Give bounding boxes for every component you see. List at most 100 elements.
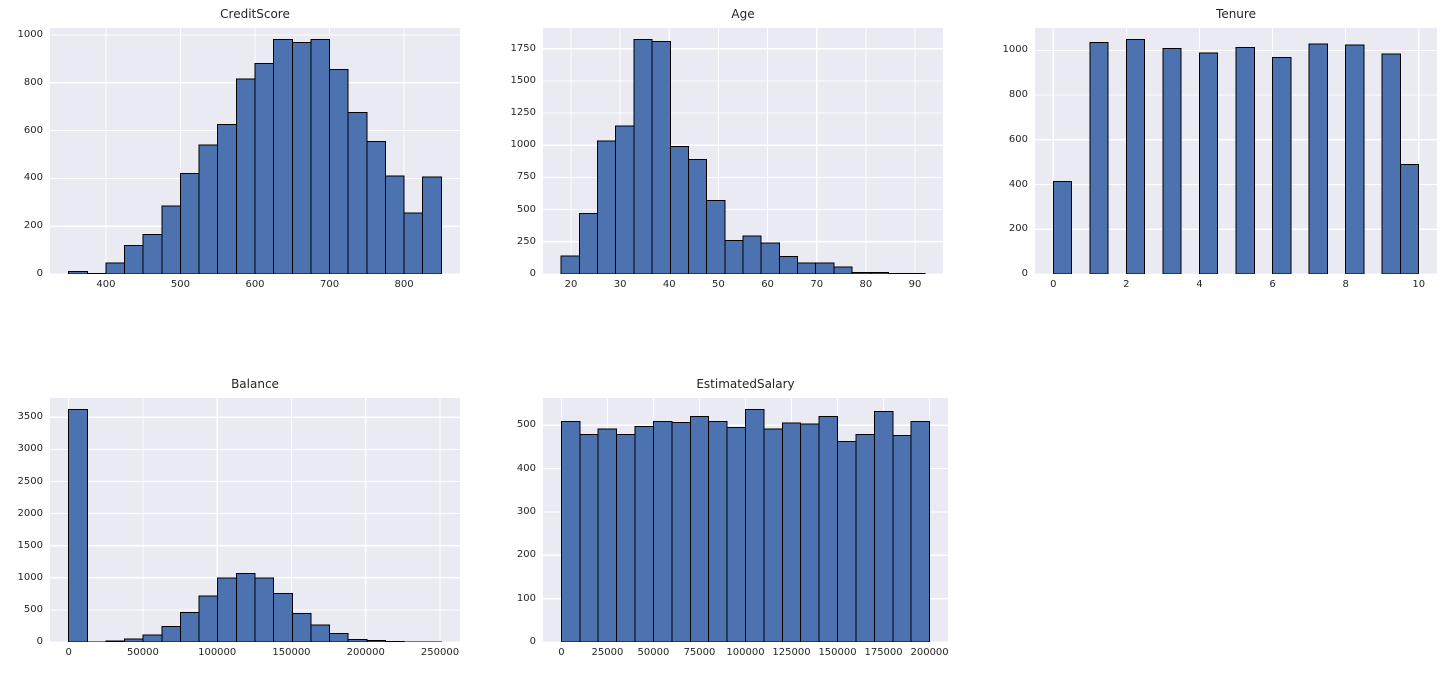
x-tick-label: 50 — [712, 279, 725, 290]
histogram-bar — [687, 158, 708, 274]
x-tick-label: 4 — [1196, 279, 1203, 290]
histogram-bar — [1399, 163, 1420, 274]
x-tick-label: 200000 — [910, 647, 949, 658]
x-tick-label: 250000 — [420, 647, 460, 658]
y-tick-label: 300 — [516, 505, 536, 517]
x-tick-label: 60 — [761, 279, 774, 290]
histogram-bar — [579, 433, 599, 642]
y-tick-label: 400 — [1008, 178, 1028, 190]
y-tick-label: 1500 — [510, 74, 536, 86]
histogram-bar — [669, 146, 689, 274]
histogram-bar — [198, 144, 219, 274]
histogram-bar — [329, 633, 349, 642]
histogram-bar — [124, 638, 144, 642]
histogram-bar — [837, 440, 857, 642]
histogram-estimatedsalary: EstimatedSalary 0 100 200 300 400 500 0 25000 5… — [517, 377, 949, 658]
y-tick-label: 500 — [516, 419, 536, 431]
histogram-bar — [634, 426, 654, 642]
histogram-bar — [310, 39, 331, 274]
histogram-bar — [310, 624, 331, 642]
histogram-bar — [763, 428, 783, 642]
histogram-bar — [1345, 44, 1365, 274]
histogram-bar — [689, 416, 710, 642]
histogram-bar — [1308, 43, 1328, 274]
histogram-bar — [142, 634, 163, 642]
histogram-bar — [615, 125, 635, 274]
y-tick-label: 600 — [1008, 133, 1028, 145]
histogram-bar — [1125, 39, 1146, 274]
chart-title: EstimatedSalary — [696, 377, 795, 391]
plot-area-creditscore — [50, 28, 460, 274]
histogram-bar — [422, 176, 442, 274]
x-tick-label: 100000 — [726, 647, 765, 658]
y-tick-label: 400 — [516, 462, 536, 474]
x-tick-label: 80 — [859, 279, 873, 290]
y-tick-label: 2000 — [17, 507, 43, 519]
x-tick-label: 75000 — [683, 647, 716, 658]
histogram-bar — [815, 262, 835, 274]
x-tick-label: 150000 — [818, 647, 857, 658]
histogram-bar — [273, 593, 293, 642]
histogram-bar — [892, 434, 912, 642]
y-tick-label: 100 — [516, 592, 536, 604]
y-tick-label: 600 — [23, 124, 43, 136]
chart-title: Balance — [231, 377, 279, 391]
histogram-bar — [851, 272, 871, 274]
histogram-bar — [760, 242, 780, 274]
x-tick-label: 500 — [170, 279, 190, 290]
histogram-bar — [597, 140, 617, 274]
histogram-bar — [818, 416, 839, 642]
histogram-bar — [366, 639, 386, 642]
histogram-bar — [291, 612, 312, 642]
y-tick-label: 1000 — [17, 571, 43, 583]
histogram-bar — [179, 611, 200, 642]
histogram-bar — [706, 200, 726, 274]
x-tick-label: 30 — [613, 279, 627, 290]
histogram-balance: Balance 0 500 1000 1500 2000 2500 3000 3500 0 50… — [18, 377, 460, 658]
histogram-tenure: Tenure 0 200 400 600 800 1000 0 2 4 6 8 10 — [1003, 7, 1437, 290]
histogram-bar — [578, 212, 599, 274]
y-tick-label: 200 — [23, 220, 43, 232]
histogram-bar — [1089, 42, 1109, 274]
x-tick-label: 100000 — [198, 647, 237, 658]
y-tick-label: 1000 — [1002, 44, 1028, 56]
histogram-bar — [254, 577, 275, 642]
histogram-bar — [633, 39, 653, 274]
x-tick-label: 50000 — [637, 647, 670, 658]
histogram-bar — [403, 212, 424, 274]
histogram-bar — [124, 244, 144, 274]
histogram-bar — [560, 255, 580, 274]
histogram-bar — [347, 112, 368, 274]
y-tick-label: 800 — [23, 76, 43, 88]
histogram-bar — [329, 69, 349, 274]
histogram-bar — [833, 266, 853, 274]
y-tick-label: 0 — [36, 636, 43, 647]
histogram-bar — [291, 42, 312, 274]
histogram-bar — [560, 420, 581, 642]
x-tick-label: 50000 — [127, 647, 159, 658]
plot-area-estimatedsalary — [543, 398, 948, 642]
histogram-bar — [235, 78, 256, 274]
histogram-bar — [726, 426, 747, 642]
x-tick-label: 400 — [96, 279, 116, 290]
histogram-bar — [68, 271, 88, 274]
histogram-bar — [235, 572, 256, 642]
histogram-bar — [217, 577, 237, 642]
plot-area-balance — [50, 398, 460, 642]
chart-title: Tenure — [1216, 7, 1256, 21]
y-tick-label: 0 — [36, 268, 43, 279]
y-tick-label: 3500 — [17, 411, 43, 423]
x-tick-label: 70 — [810, 279, 824, 290]
histogram-bar — [217, 124, 237, 274]
chart-title: CreditScore — [220, 7, 290, 21]
y-tick-label: 800 — [1008, 89, 1028, 101]
x-tick-label: 90 — [908, 279, 922, 290]
histogram-bar — [1198, 52, 1219, 274]
chart-title: Age — [731, 7, 755, 21]
x-tick-label: 2 — [1123, 279, 1130, 290]
y-tick-label: 1750 — [510, 42, 536, 54]
x-tick-label: 0 — [1050, 279, 1057, 290]
x-tick-label: 8 — [1342, 279, 1349, 290]
histogram-bar — [855, 433, 875, 642]
x-tick-label: 40 — [662, 279, 676, 290]
